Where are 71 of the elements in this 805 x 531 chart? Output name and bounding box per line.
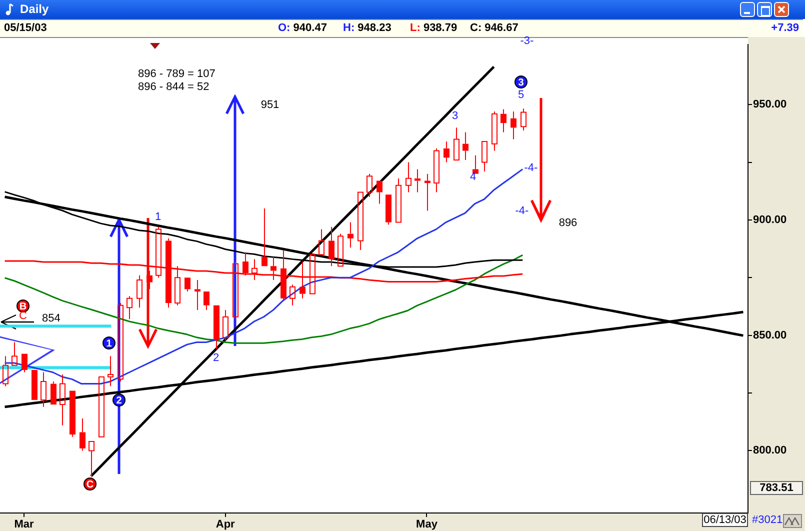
candlestick (472, 154, 478, 174)
chart-title: Daily (20, 2, 49, 16)
candlestick (194, 279, 200, 310)
candlestick (462, 132, 468, 160)
candlestick (396, 178, 402, 223)
annotation: -4- (524, 162, 538, 174)
annotation: 4 (470, 171, 476, 183)
annotation: 951 (260, 99, 280, 111)
text: +7.39 (771, 22, 799, 34)
candlestick (318, 228, 324, 256)
candlestick (262, 208, 268, 266)
candlestick (88, 440, 94, 477)
candlestick (444, 141, 450, 163)
text: H: 948.23 (343, 22, 392, 34)
y-tick-label: 950.00 (753, 98, 787, 111)
candlestick (2, 356, 8, 387)
candlestick (290, 284, 296, 306)
annotation: -3- (520, 35, 534, 47)
candlestick (358, 192, 364, 250)
candlestick (70, 390, 76, 438)
annotation: 896 - 789 = 107 (138, 68, 216, 80)
text: C: 946.67 (470, 22, 518, 34)
annotation: 3 (452, 110, 458, 122)
candlestick (12, 342, 18, 366)
candlestick (424, 173, 430, 212)
annotation: 896 (558, 217, 578, 229)
text: O: 940.47 (278, 22, 327, 34)
candlestick (434, 148, 440, 193)
candlestick (482, 141, 488, 172)
x-tick-label: Mar (14, 518, 34, 531)
annotation: 1 (102, 336, 116, 350)
candlestick (520, 108, 526, 131)
y-tick-label: 800.00 (753, 444, 787, 457)
annotation: 5 (518, 89, 524, 101)
annotation: 2 (212, 352, 220, 364)
candlestick (204, 291, 210, 310)
text: #3021 (752, 514, 783, 526)
text: L: 938.79 (410, 22, 458, 34)
candlestick (348, 222, 354, 248)
candlestick (406, 162, 412, 193)
x-tick-label: May (416, 518, 438, 531)
candlestick (376, 180, 382, 204)
candlestick (108, 356, 114, 387)
x-tick-label: Apr (216, 518, 236, 531)
candlestick (328, 226, 334, 267)
candlestick (50, 380, 56, 405)
annotation: 3 (514, 76, 528, 88)
y-tick-label: 900.00 (753, 214, 787, 226)
candlestick (500, 108, 506, 133)
annotation: B (16, 300, 30, 312)
annotation: 1 (154, 211, 162, 223)
text: 05/15/03 (4, 22, 47, 34)
annotation: C (19, 310, 27, 322)
candlestick (184, 278, 190, 292)
candlestick (60, 374, 66, 426)
candlestick (492, 111, 498, 152)
text: 783.51 (750, 481, 803, 495)
annotation: -4- (515, 205, 529, 217)
y-tick-label: 850.00 (753, 329, 787, 342)
annotation: 2 (112, 394, 126, 406)
text: 06/13/03 (702, 513, 748, 527)
candlestick (80, 418, 86, 452)
candlestick (136, 274, 142, 308)
candlestick (126, 296, 132, 320)
annotation: 896 - 844 = 52 (138, 81, 210, 93)
annotation: C (84, 478, 96, 490)
candlestick (222, 309, 228, 340)
candlestick (510, 111, 516, 140)
candlestick (40, 372, 46, 408)
candlestick (454, 127, 460, 160)
ref-line-label: 854 (42, 312, 60, 325)
